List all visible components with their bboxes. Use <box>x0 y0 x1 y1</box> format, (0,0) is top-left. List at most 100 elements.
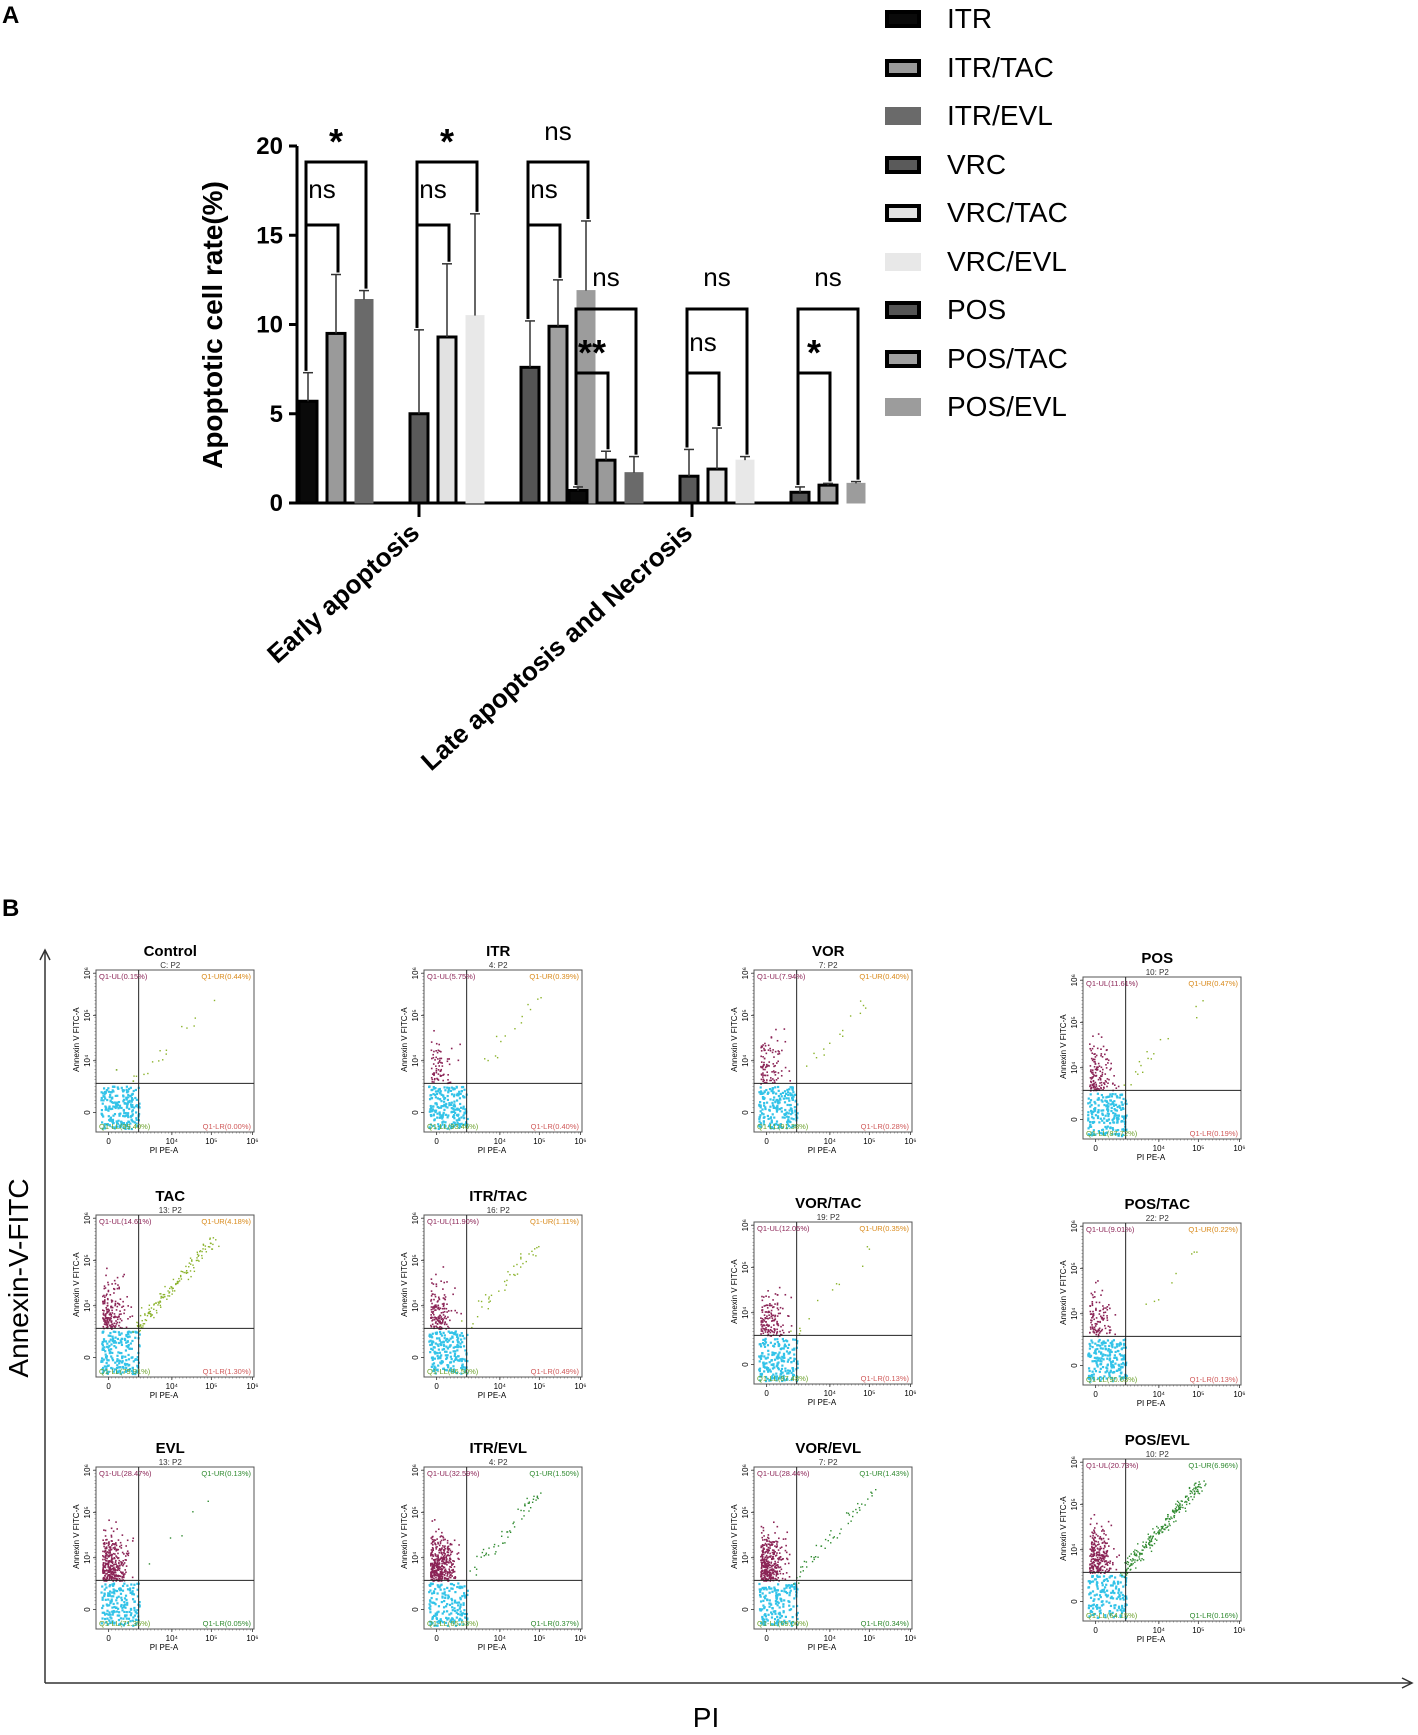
scatter-point <box>103 1301 106 1303</box>
scatter-point <box>445 1558 448 1560</box>
scatter-point <box>1094 1071 1097 1074</box>
scatter-point <box>791 1088 794 1092</box>
scatter-point <box>438 1097 441 1101</box>
scatter-point <box>464 1359 467 1362</box>
scatter-point <box>459 1613 462 1616</box>
scatter-point <box>205 1251 208 1253</box>
scatter-point <box>448 1102 451 1105</box>
scatter-point <box>444 1576 446 1579</box>
significance-label: * <box>329 121 343 162</box>
scatter-point <box>127 1100 130 1103</box>
scatter-point <box>760 1065 762 1068</box>
scatter-point <box>438 1330 442 1334</box>
scatter-point <box>112 1577 114 1579</box>
scatter-point <box>106 1321 109 1323</box>
scatter-point <box>123 1582 126 1585</box>
scatter-point <box>103 1588 106 1591</box>
scatter-point <box>108 1552 110 1554</box>
scatter-point <box>439 1618 442 1621</box>
plot-title: TAC <box>155 1188 185 1205</box>
scatter-point <box>112 1573 115 1575</box>
scatter-point <box>823 1054 825 1056</box>
scatter-point <box>790 1378 793 1382</box>
scatter-point <box>112 1552 115 1555</box>
scatter-point <box>1106 1363 1110 1366</box>
scatter-point <box>433 1573 436 1576</box>
scatter-point <box>112 1547 115 1549</box>
scatter-point <box>435 1056 438 1059</box>
scatter-point <box>777 1353 780 1356</box>
significance-bracket <box>796 371 832 485</box>
scatter-point <box>169 1287 171 1290</box>
scatter-point <box>796 1112 799 1115</box>
scatter-point <box>457 1108 461 1111</box>
scatter-point <box>442 1558 445 1561</box>
scatter-point <box>107 1561 110 1564</box>
scatter-point <box>787 1112 790 1115</box>
scatter-point <box>774 1314 777 1317</box>
scatter-point <box>768 1379 771 1382</box>
scatter-point <box>1111 1092 1114 1096</box>
scatter-point <box>134 1330 137 1333</box>
scatter-point <box>784 1367 787 1370</box>
scatter-point <box>126 1363 129 1366</box>
scatter-point <box>444 1577 447 1580</box>
scatter-point <box>455 1086 458 1089</box>
scatter-point <box>105 1306 108 1309</box>
x-tick-label: 10⁶ <box>246 1382 258 1391</box>
scatter-point <box>452 1360 455 1363</box>
scatter-point <box>450 1612 453 1615</box>
scatter-point <box>431 1551 434 1553</box>
scatter-point <box>112 1101 115 1104</box>
scatter-point <box>121 1356 124 1360</box>
scatter-point <box>1091 1131 1094 1134</box>
scatter-point <box>119 1571 122 1573</box>
scatter-point <box>1119 1371 1123 1374</box>
scatter-point <box>104 1296 106 1299</box>
scatter-point <box>185 1269 188 1272</box>
scatter-point <box>784 1339 788 1342</box>
scatter-point <box>102 1340 106 1343</box>
scatter-point <box>124 1355 127 1358</box>
scatter-point <box>452 1350 455 1353</box>
scatter-point <box>196 1257 198 1259</box>
scatter-point <box>105 1365 108 1368</box>
scatter-point <box>779 1373 782 1376</box>
scatter-point <box>435 1306 437 1309</box>
scatter-point <box>434 1573 437 1576</box>
scatter-point <box>1099 1315 1102 1318</box>
scatter-point <box>1104 1099 1107 1102</box>
scatter-point <box>787 1371 790 1375</box>
scatter-point <box>762 1361 765 1364</box>
scatter-point <box>130 1099 134 1102</box>
scatter-point <box>1107 1112 1110 1116</box>
scatter-point <box>192 1511 194 1513</box>
plot-y-label: Annexin V FITC-A <box>400 1007 409 1072</box>
scatter-point <box>779 1347 783 1350</box>
scatter-point <box>428 1606 431 1610</box>
scatter-point <box>122 1624 125 1627</box>
scatter-point <box>126 1603 129 1606</box>
scatter-point <box>456 1107 459 1111</box>
scatter-point <box>106 1312 108 1314</box>
scatter-point <box>443 1103 446 1106</box>
x-tick-label: 10⁴ <box>824 1137 837 1146</box>
scatter-point <box>1103 1342 1106 1345</box>
scatter-point <box>112 1602 115 1606</box>
scatter-point <box>124 1111 127 1115</box>
scatter-point <box>149 1313 152 1315</box>
scatter-point <box>443 1298 446 1300</box>
scatter-point <box>447 1594 450 1597</box>
scatter-point <box>442 1567 445 1569</box>
scatter-point <box>131 1619 134 1622</box>
scatter-point <box>1089 1354 1093 1357</box>
scatter-point <box>431 1358 434 1362</box>
scatter-point <box>122 1095 125 1098</box>
scatter-point <box>102 1318 105 1321</box>
scatter-point <box>771 1317 774 1319</box>
scatter-point <box>123 1622 127 1625</box>
scatter-point <box>460 1372 463 1375</box>
quadrant-ll-label: Q1-LL(90.63%) <box>1086 1375 1138 1384</box>
scatter-point <box>1105 1119 1109 1122</box>
